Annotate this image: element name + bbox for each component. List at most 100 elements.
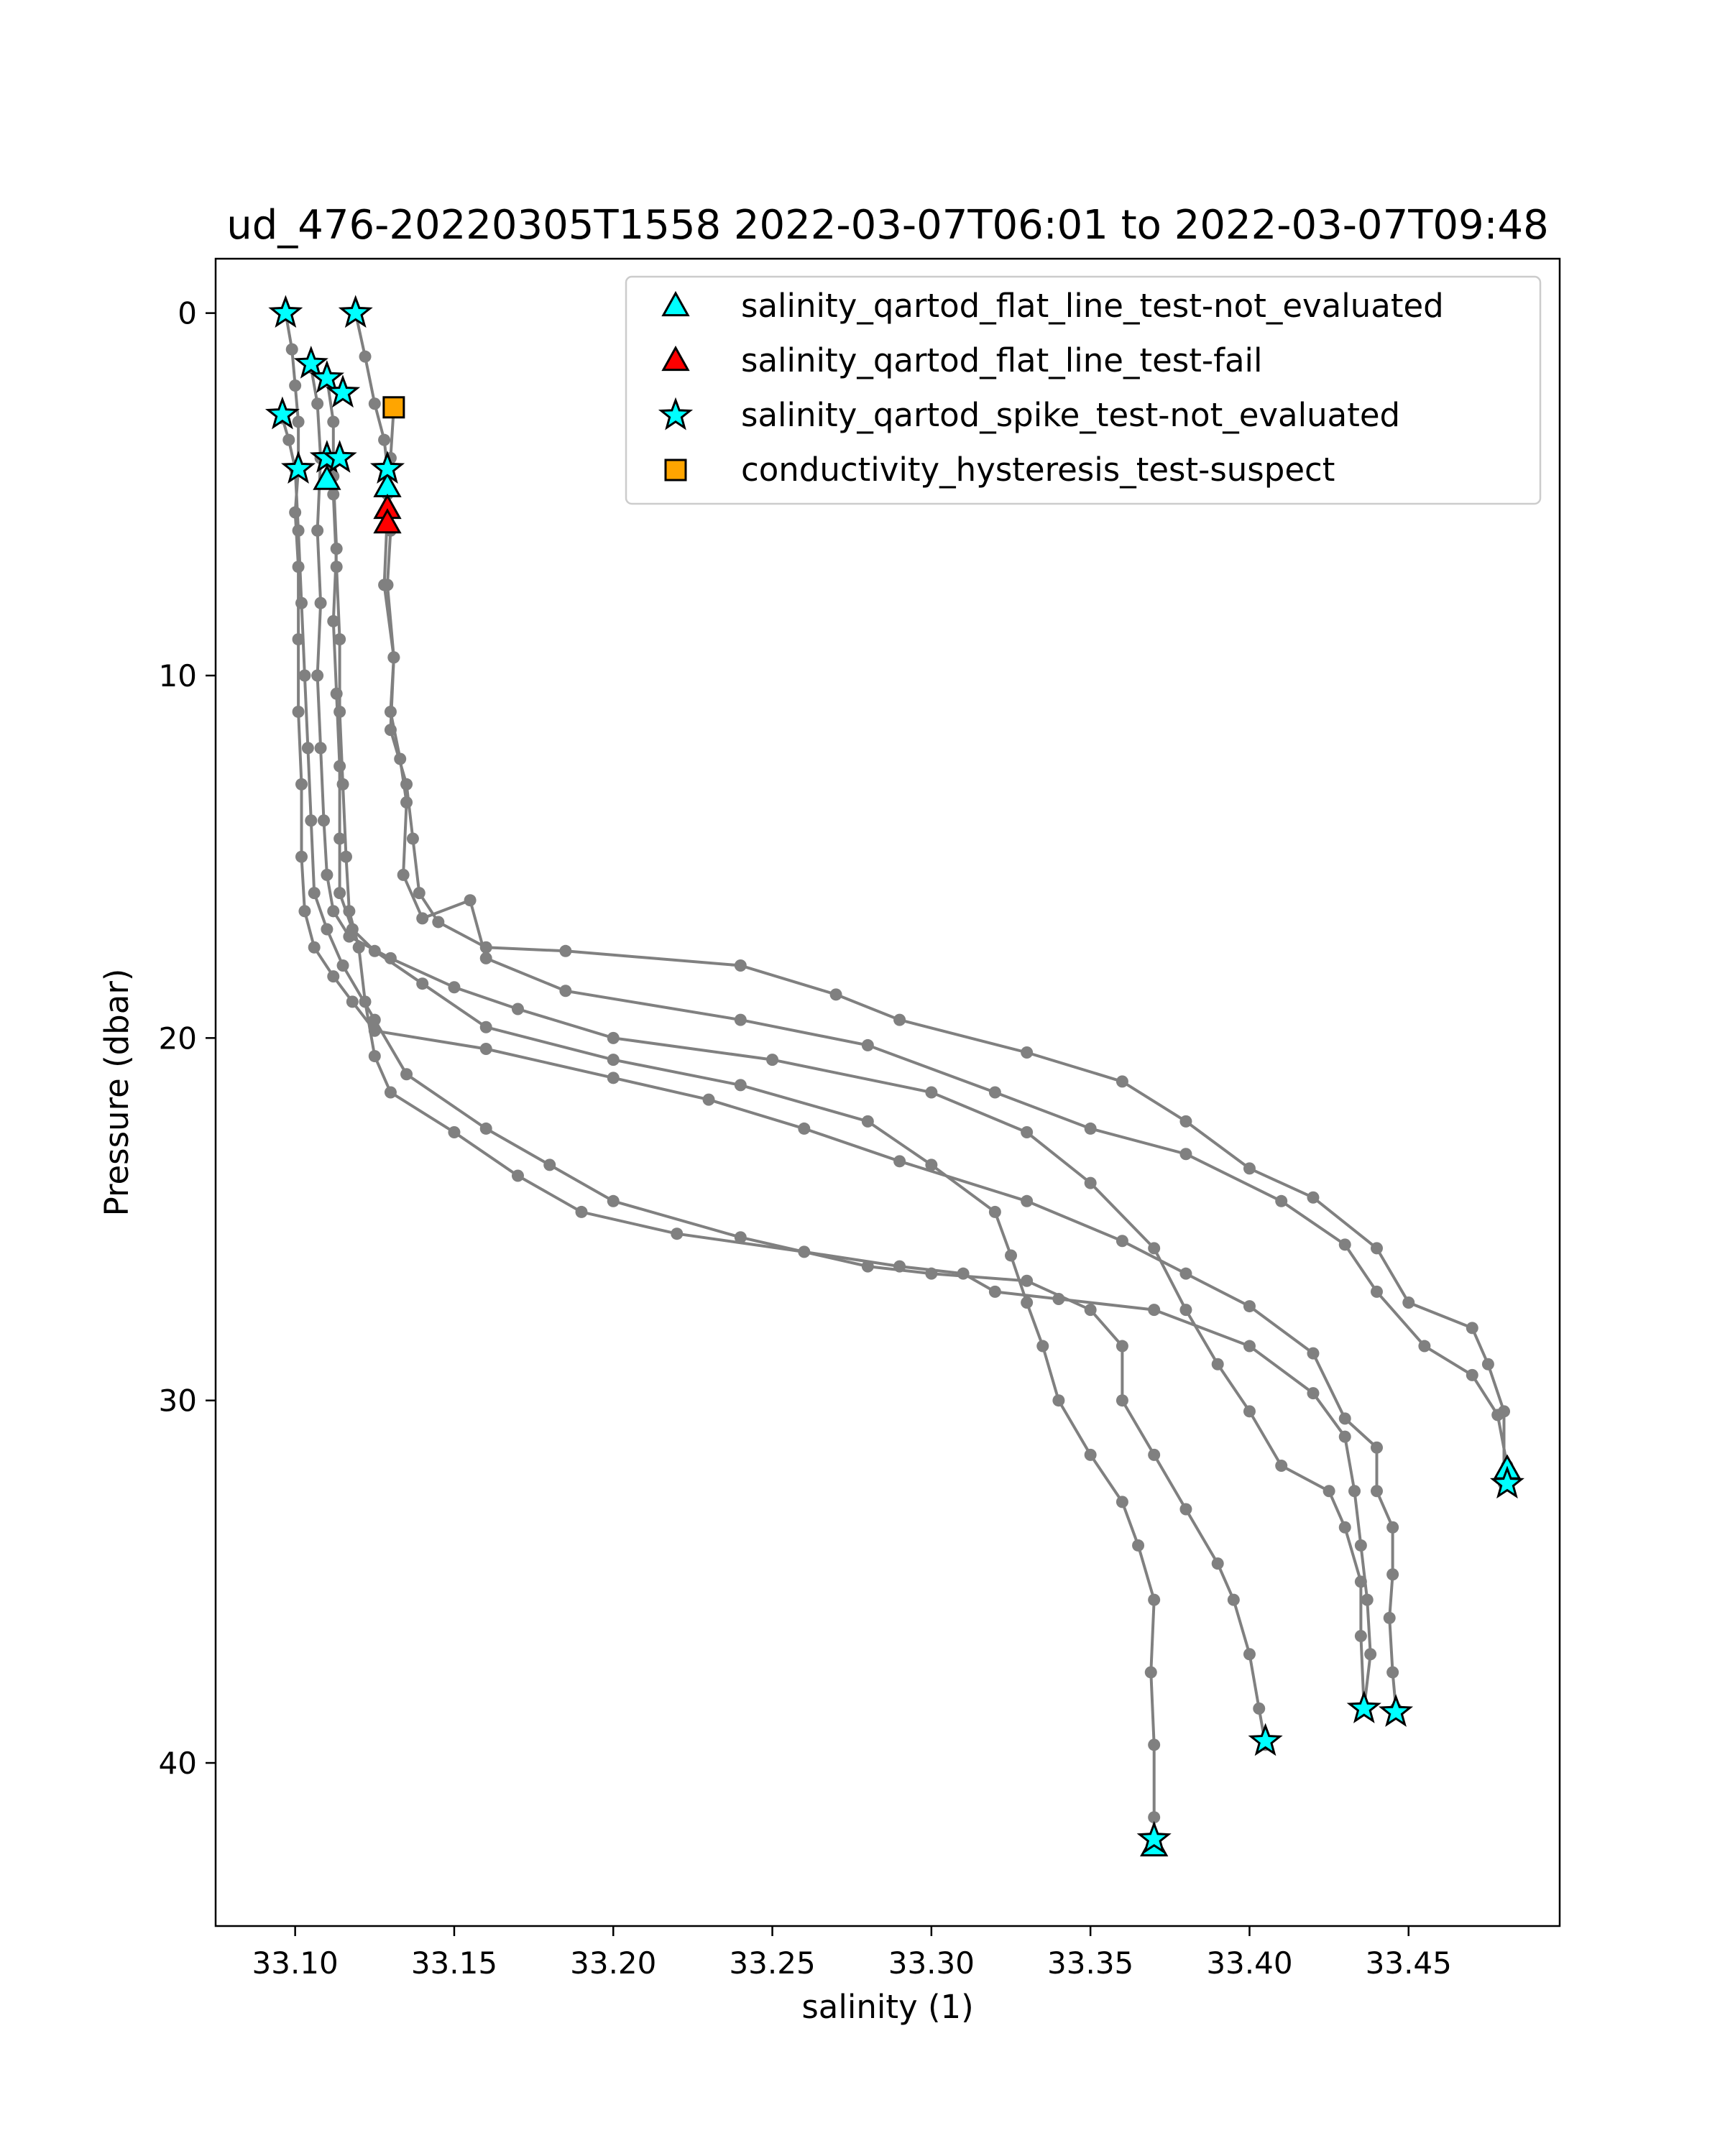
profile-point xyxy=(311,524,324,537)
profile-point xyxy=(308,887,321,900)
profile-point xyxy=(334,633,346,646)
flag-spike-not-evaluated-marker xyxy=(1379,1694,1414,1727)
flag-flat-line-not-evaluated-marker xyxy=(313,464,341,490)
profile-point xyxy=(1021,1125,1034,1138)
profile-line xyxy=(284,313,1398,1709)
profile-7 xyxy=(321,451,1377,1715)
profile-point xyxy=(607,1072,620,1084)
profile-point xyxy=(416,977,429,990)
x-tick-label: 33.15 xyxy=(411,1945,497,1981)
profile-point xyxy=(1402,1296,1415,1309)
profile-point xyxy=(734,959,747,972)
profile-line xyxy=(280,418,1267,1746)
profile-point xyxy=(671,1227,684,1240)
profile-point xyxy=(1144,1666,1157,1679)
profile-point xyxy=(1243,1648,1256,1661)
profile-point xyxy=(339,850,352,863)
profile-point xyxy=(1371,1285,1384,1298)
legend-marker-triangle xyxy=(661,290,690,317)
y-tick-label: 10 xyxy=(159,658,197,694)
profile-point xyxy=(1116,1075,1128,1088)
profile-point xyxy=(925,1158,938,1171)
profile-point xyxy=(406,832,419,845)
x-axis-label: salinity (1) xyxy=(801,1988,973,2026)
profile-point xyxy=(1084,1176,1097,1189)
profile-point xyxy=(1084,1122,1097,1135)
profile-point xyxy=(295,850,308,863)
profile-point xyxy=(336,778,349,791)
profile-point xyxy=(1481,1358,1494,1370)
profile-point xyxy=(1338,1238,1351,1251)
legend: salinity_qartod_flat_line_test-not_evalu… xyxy=(625,275,1542,505)
flag-spike-not-evaluated-marker xyxy=(293,346,328,379)
profile-point xyxy=(1354,1539,1367,1552)
plot-area xyxy=(264,295,1524,1857)
flag-spike-not-evaluated-marker xyxy=(309,360,344,393)
profile-point xyxy=(1227,1593,1240,1606)
profile-point xyxy=(1148,1738,1161,1751)
profile-point xyxy=(387,651,400,664)
y-tick-label: 40 xyxy=(159,1746,197,1781)
legend-label-spike-not-evaluated: salinity_qartod_spike_test-not_evaluated xyxy=(741,396,1400,434)
y-tick-label: 0 xyxy=(178,296,197,331)
profile-point xyxy=(575,1205,588,1218)
profile-point xyxy=(893,1013,906,1026)
profile-point xyxy=(543,1158,556,1171)
profile-point xyxy=(327,970,340,983)
profile-point xyxy=(861,1115,874,1128)
profile-point xyxy=(988,1086,1001,1099)
profile-point xyxy=(295,596,308,609)
profile-point xyxy=(330,561,343,573)
profile-point xyxy=(397,868,410,881)
profile-point xyxy=(798,1245,811,1258)
profile-point xyxy=(416,912,429,925)
profile-point xyxy=(432,916,445,929)
profile-point xyxy=(1466,1322,1478,1335)
profile-point xyxy=(607,1031,620,1044)
profile-point xyxy=(607,1194,620,1207)
profile-point xyxy=(384,1086,397,1099)
flag-spike-not-evaluated-marker xyxy=(268,295,303,328)
profile-point xyxy=(305,814,318,827)
profile-point xyxy=(368,944,381,957)
y-axis: 0 10 20 30 40 xyxy=(159,296,216,1781)
profile-point xyxy=(327,488,340,501)
profile-point xyxy=(734,1013,747,1026)
profile-point xyxy=(1371,1485,1384,1498)
profile-point xyxy=(1275,1194,1288,1207)
profile-3 xyxy=(381,401,1514,1491)
profile-point xyxy=(321,868,334,881)
profile-point xyxy=(368,397,381,410)
profile-point xyxy=(314,596,327,609)
profile-point xyxy=(1253,1702,1266,1715)
axes-frame xyxy=(214,257,1561,1927)
profile-point xyxy=(1148,1811,1161,1824)
legend-box xyxy=(625,275,1542,505)
profile-line xyxy=(325,378,1156,1846)
profile-point xyxy=(1322,1485,1335,1498)
flag-spike-not-evaluated-marker xyxy=(1248,1723,1283,1756)
profile-point xyxy=(298,669,311,682)
profile-point xyxy=(289,379,302,392)
profile-point xyxy=(292,705,305,718)
flag-flat-line-fail-marker xyxy=(373,508,402,534)
profile-point xyxy=(292,415,305,428)
x-tick-label: 33.35 xyxy=(1047,1945,1133,1981)
profile-point xyxy=(1052,1394,1065,1407)
profile-point xyxy=(734,1079,747,1092)
legend-marker-star xyxy=(658,397,694,430)
profile-point xyxy=(925,1086,938,1099)
profile-point xyxy=(893,1260,906,1273)
chart-title: ud_476-20220305T1558 2022-03-07T06:01 to… xyxy=(226,202,1549,249)
profile-point xyxy=(1211,1358,1224,1370)
profile-point xyxy=(861,1038,874,1051)
profile-point xyxy=(1386,1568,1399,1581)
profile-point xyxy=(1021,1274,1034,1287)
profile-point xyxy=(1211,1557,1224,1570)
profile-point xyxy=(285,343,298,356)
profile-point xyxy=(1084,1448,1097,1461)
flag-spike-not-evaluated-marker xyxy=(369,451,405,484)
profile-point xyxy=(988,1285,1001,1298)
profile-point xyxy=(464,894,477,907)
profile-point xyxy=(381,579,394,591)
